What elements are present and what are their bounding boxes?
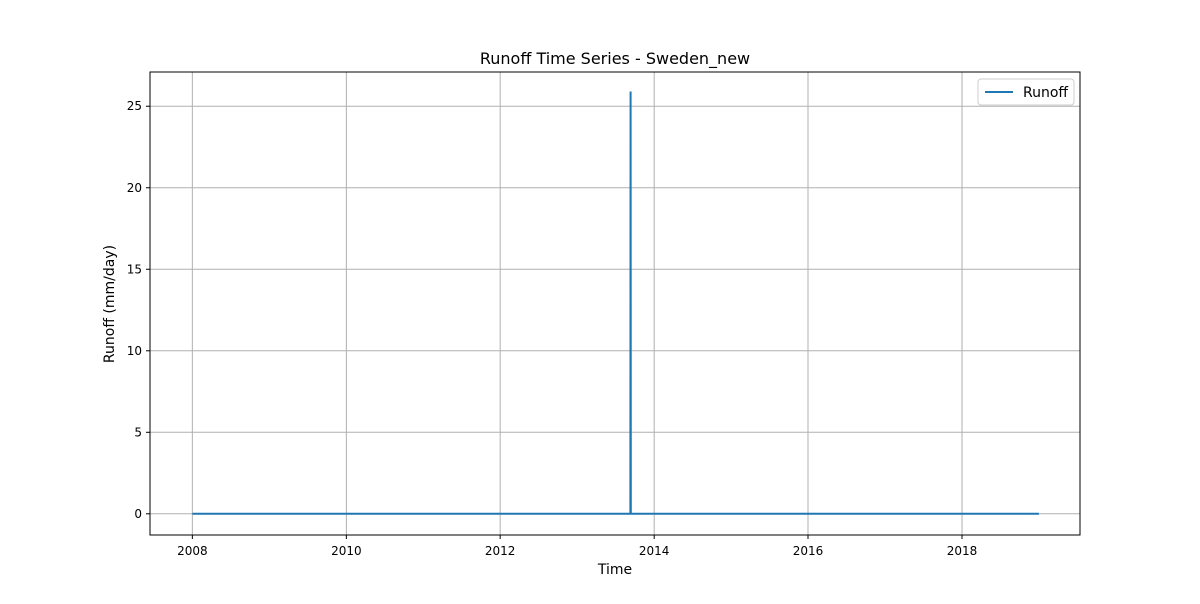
series-layer xyxy=(192,91,1039,515)
chart-title: Runoff Time Series - Sweden_new xyxy=(480,49,750,69)
y-tick-label: 0 xyxy=(134,507,142,521)
y-tick-label: 25 xyxy=(127,99,142,113)
y-axis-ticks: 0 5 10 15 20 25 xyxy=(127,99,150,521)
x-tick-label: 2018 xyxy=(947,544,978,558)
legend-label: Runoff xyxy=(1023,85,1068,101)
y-tick-label: 15 xyxy=(127,262,142,276)
runoff-series-line xyxy=(192,91,1039,515)
y-axis-label: Runoff (mm/day) xyxy=(102,245,118,363)
x-tick-label: 2016 xyxy=(793,544,824,558)
x-tick-label: 2008 xyxy=(177,544,208,558)
x-axis-label: Time xyxy=(597,562,632,578)
y-tick-label: 10 xyxy=(127,344,142,358)
y-tick-label: 20 xyxy=(127,181,142,195)
x-tick-label: 2014 xyxy=(639,544,670,558)
legend-box xyxy=(977,78,1075,106)
y-tick-label: 5 xyxy=(134,425,142,439)
legend: Runoff xyxy=(977,78,1075,106)
x-axis-ticks: 2008 2010 2012 2014 2016 2018 xyxy=(177,535,977,558)
x-tick-label: 2012 xyxy=(485,544,516,558)
plot-frame xyxy=(149,71,1081,536)
x-tick-label: 2010 xyxy=(331,544,362,558)
